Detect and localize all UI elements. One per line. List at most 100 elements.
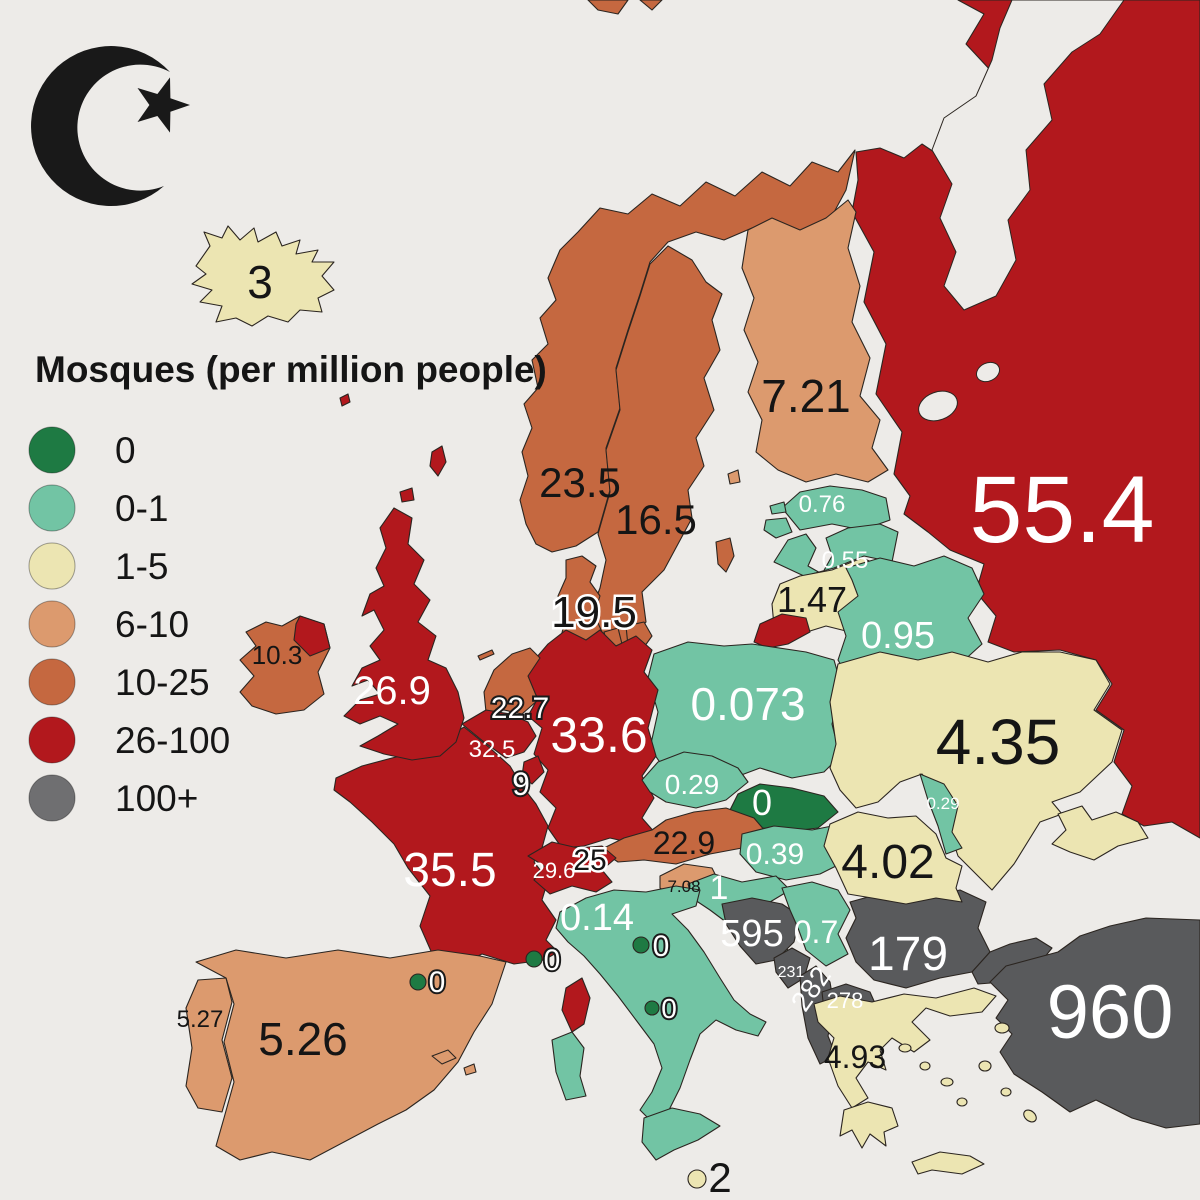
malta-dot xyxy=(687,1169,707,1189)
aegean-islands xyxy=(898,1022,1037,1123)
country-romania xyxy=(823,811,963,905)
label-poland: 0.073 xyxy=(690,678,805,730)
island-gotland xyxy=(715,537,735,573)
legend: Mosques (per million people) 0 0-1 1-5 6… xyxy=(28,349,547,822)
label-russia: 55.4 xyxy=(970,457,1155,563)
island-crete xyxy=(911,1151,985,1175)
label-slovakia: 0 xyxy=(752,782,772,823)
island-menorca xyxy=(463,1063,477,1076)
label-bosnia: 595 xyxy=(720,913,783,955)
legend-swatch-10-25 xyxy=(28,658,76,706)
country-bosnia xyxy=(721,897,801,965)
label-romania: 4.02 xyxy=(841,836,934,889)
island-mallorca xyxy=(431,1049,457,1065)
label-switzerland: 29.6 xyxy=(533,858,576,883)
country-serbia xyxy=(781,881,851,967)
island-shetland xyxy=(429,445,447,477)
country-shapes xyxy=(185,0,1200,1189)
label-san-marino: 0 xyxy=(653,930,670,963)
country-moldova xyxy=(919,773,963,855)
label-finland: 7.21 xyxy=(761,370,851,422)
legend-title: Mosques (per million people) xyxy=(35,349,547,390)
island-orkney xyxy=(399,487,415,503)
country-ukraine xyxy=(829,651,1123,891)
country-greece xyxy=(813,987,997,1109)
white-sea xyxy=(931,0,1125,311)
legend-label-100plus: 100+ xyxy=(115,778,198,819)
star-icon xyxy=(137,77,190,133)
island-hiiumaa xyxy=(769,501,787,515)
label-montenegro: 231 xyxy=(778,964,805,981)
legend-label-6-10: 6-10 xyxy=(115,604,189,645)
country-finland xyxy=(741,199,889,483)
label-slovenia: 7.08 xyxy=(667,877,700,896)
label-france: 35.5 xyxy=(403,844,496,897)
country-norway xyxy=(519,149,856,553)
value-labels: 3 23.5 16.5 7.21 55.4 19.5 0.76 0.55 1.4… xyxy=(177,256,1174,1200)
label-croatia: 1 xyxy=(710,869,729,907)
crescent-icon xyxy=(31,46,171,207)
country-portugal xyxy=(185,977,233,1113)
legend-label-1-5: 1-5 xyxy=(115,546,168,587)
label-denmark: 19.5 xyxy=(551,588,637,637)
island-faroe xyxy=(339,393,351,407)
legend-swatch-100plus xyxy=(28,774,76,822)
island-sardinia xyxy=(551,1031,587,1101)
label-luxembourg: 9 xyxy=(512,766,530,802)
country-spain xyxy=(195,949,507,1161)
label-belarus: 0.95 xyxy=(861,615,935,657)
region-crimea xyxy=(1051,805,1149,861)
country-belgium xyxy=(461,709,537,759)
country-iceland xyxy=(191,225,335,327)
region-northern-ireland xyxy=(293,615,331,657)
label-hungary: 0.39 xyxy=(746,838,804,871)
country-austria xyxy=(599,807,767,865)
arctic-islands xyxy=(587,0,629,15)
label-liechtenstein: 25 xyxy=(573,844,606,877)
label-iceland: 3 xyxy=(247,256,273,308)
island-corsica xyxy=(561,977,591,1033)
country-uk xyxy=(343,507,465,761)
label-norway: 23.5 xyxy=(539,459,621,506)
legend-label-0: 0 xyxy=(115,430,136,471)
country-czechia xyxy=(641,751,749,809)
legend-label-0-1: 0-1 xyxy=(115,488,168,529)
legend-swatch-6-10 xyxy=(28,600,76,648)
region-peloponnese xyxy=(839,1101,899,1149)
label-estonia: 0.76 xyxy=(799,491,846,518)
legend-swatch-0 xyxy=(28,426,76,474)
legend-label-26-100: 26-100 xyxy=(115,720,230,761)
label-andorra: 0 xyxy=(429,966,446,999)
andorra-dot xyxy=(409,973,427,991)
legend-swatch-26-100 xyxy=(28,716,76,764)
label-ukraine: 4.35 xyxy=(936,706,1061,778)
label-north-macedonia: 278 xyxy=(827,988,864,1013)
arctic-islands-2 xyxy=(639,0,663,11)
san-marino-dot xyxy=(632,936,650,954)
legend-label-10-25: 10-25 xyxy=(115,662,210,703)
monaco-dot xyxy=(525,950,543,968)
country-luxembourg xyxy=(521,755,545,785)
country-switzerland xyxy=(527,841,617,895)
frisian-islands xyxy=(477,649,495,661)
label-czechia: 0.29 xyxy=(665,769,720,800)
country-netherlands xyxy=(483,647,541,715)
label-spain: 5.26 xyxy=(258,1013,348,1065)
country-estonia xyxy=(781,485,891,531)
label-uk: 26.9 xyxy=(353,669,431,713)
label-italy: 0.14 xyxy=(560,897,634,939)
country-latvia xyxy=(773,523,899,577)
country-turkey xyxy=(989,917,1200,1129)
country-france xyxy=(333,726,559,967)
label-ireland: 10.3 xyxy=(252,640,303,670)
label-austria: 22.9 xyxy=(653,825,715,861)
label-monaco: 0 xyxy=(544,944,561,977)
lake-onega xyxy=(975,361,1001,383)
legend-swatch-1-5 xyxy=(28,542,76,590)
crescent-star-icon xyxy=(31,46,190,207)
vatican-dot xyxy=(644,1000,660,1016)
label-portugal: 5.27 xyxy=(177,1006,224,1033)
island-aland xyxy=(727,469,741,485)
